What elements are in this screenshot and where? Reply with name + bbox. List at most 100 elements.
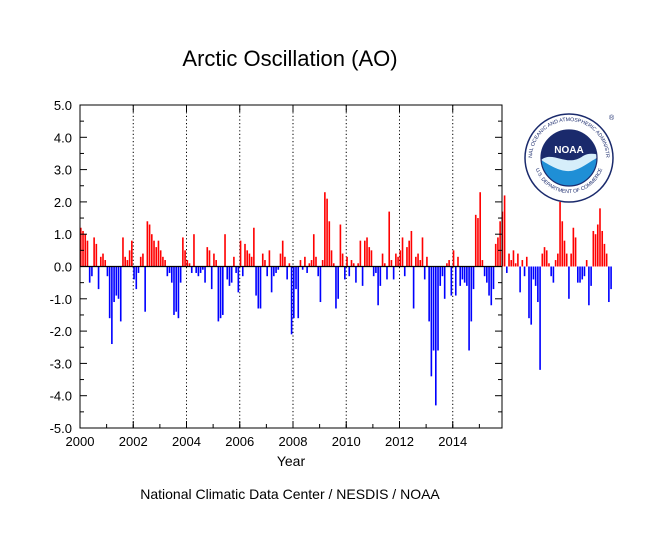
bar-positive <box>86 240 89 267</box>
bar-negative <box>168 266 171 273</box>
y-tick-label: 0.0 <box>54 260 72 275</box>
bar-positive <box>102 253 104 267</box>
bar-negative <box>335 266 337 309</box>
bar-negative <box>483 266 486 277</box>
bar-positive <box>188 263 191 267</box>
bar-negative <box>523 266 526 277</box>
bar-negative <box>255 266 257 296</box>
bar-negative <box>344 266 346 280</box>
bar-negative <box>235 266 237 273</box>
bar-positive <box>494 243 497 267</box>
bar-positive <box>304 256 306 267</box>
y-tick-label: -4.0 <box>50 389 72 404</box>
x-tick-label: 2008 <box>279 434 308 449</box>
bar-negative <box>259 266 262 309</box>
bar-positive <box>264 260 266 267</box>
bar-negative <box>386 266 388 280</box>
bar-positive <box>339 224 342 267</box>
bar-negative <box>423 266 426 280</box>
bar-positive <box>261 253 264 267</box>
bar-positive <box>545 250 548 267</box>
bar-positive <box>605 253 608 267</box>
bar-negative <box>106 266 109 277</box>
bar-positive <box>350 260 353 267</box>
bar-negative <box>579 266 581 283</box>
bar-positive <box>80 227 82 267</box>
bar-negative <box>608 266 610 303</box>
bar-negative <box>226 266 229 280</box>
bar-positive <box>288 263 291 267</box>
x-tick-label: 2002 <box>119 434 148 449</box>
bar-negative <box>434 266 437 406</box>
bar-positive <box>186 260 189 267</box>
bar-negative <box>576 266 579 283</box>
bar-negative <box>537 266 539 303</box>
bar-negative <box>170 266 173 283</box>
bar-positive <box>352 263 355 267</box>
y-tick-label: -3.0 <box>50 356 72 371</box>
bar-positive <box>359 240 362 267</box>
bar-negative <box>581 266 584 280</box>
bar-negative <box>588 266 590 306</box>
bar-positive <box>206 247 209 267</box>
bar-positive <box>82 230 84 267</box>
bar-positive <box>324 192 326 267</box>
bar-positive <box>512 250 515 267</box>
bar-negative <box>454 266 457 296</box>
bar-negative <box>461 266 464 280</box>
bar-positive <box>142 253 144 267</box>
bar-negative <box>372 266 375 277</box>
bar-positive <box>341 253 344 267</box>
bars-layer <box>80 192 612 406</box>
bar-positive <box>139 256 142 267</box>
bar-negative <box>470 266 473 322</box>
bar-positive <box>239 240 242 267</box>
bar-negative <box>459 266 462 286</box>
bar-negative <box>539 266 541 370</box>
bar-negative <box>202 266 204 270</box>
bar-positive <box>446 263 448 267</box>
bar-positive <box>408 240 410 267</box>
bar-positive <box>370 250 373 267</box>
bar-positive <box>585 260 588 267</box>
bar-positive <box>184 250 186 267</box>
bar-negative <box>301 266 304 270</box>
bar-negative <box>275 266 277 273</box>
bar-positive <box>93 237 95 267</box>
bar-positive <box>417 253 419 267</box>
bar-positive <box>561 221 564 267</box>
bar-negative <box>286 266 288 280</box>
bar-negative <box>552 266 555 283</box>
bar-positive <box>592 230 595 267</box>
bar-positive <box>415 256 417 267</box>
bar-positive <box>99 256 102 267</box>
bar-positive <box>281 240 284 267</box>
bar-positive <box>448 260 450 267</box>
bar-positive <box>284 256 286 267</box>
bar-positive <box>565 253 568 267</box>
bar-positive <box>548 263 550 267</box>
bar-positive <box>315 256 317 267</box>
bar-negative <box>173 266 175 315</box>
bar-negative <box>111 266 113 345</box>
bar-negative <box>295 266 297 290</box>
y-tick-label: 4.0 <box>54 130 72 145</box>
bar-positive <box>250 256 253 267</box>
bar-negative <box>217 266 220 322</box>
x-tick-label: 2010 <box>332 434 361 449</box>
bar-negative <box>237 266 240 293</box>
bar-negative <box>257 266 260 309</box>
bar-negative <box>97 266 100 290</box>
bar-positive <box>248 253 251 267</box>
bar-positive <box>246 250 249 267</box>
bar-positive <box>406 247 408 267</box>
bar-negative <box>292 266 295 319</box>
bar-negative <box>230 266 233 283</box>
bar-negative <box>348 266 351 277</box>
credit-line: National Climatic Data Center / NESDIS /… <box>140 486 440 502</box>
bar-negative <box>133 266 135 280</box>
bar-positive <box>208 250 211 267</box>
x-tick-label: 2012 <box>385 434 414 449</box>
bar-positive <box>543 247 546 267</box>
bar-negative <box>492 266 495 290</box>
